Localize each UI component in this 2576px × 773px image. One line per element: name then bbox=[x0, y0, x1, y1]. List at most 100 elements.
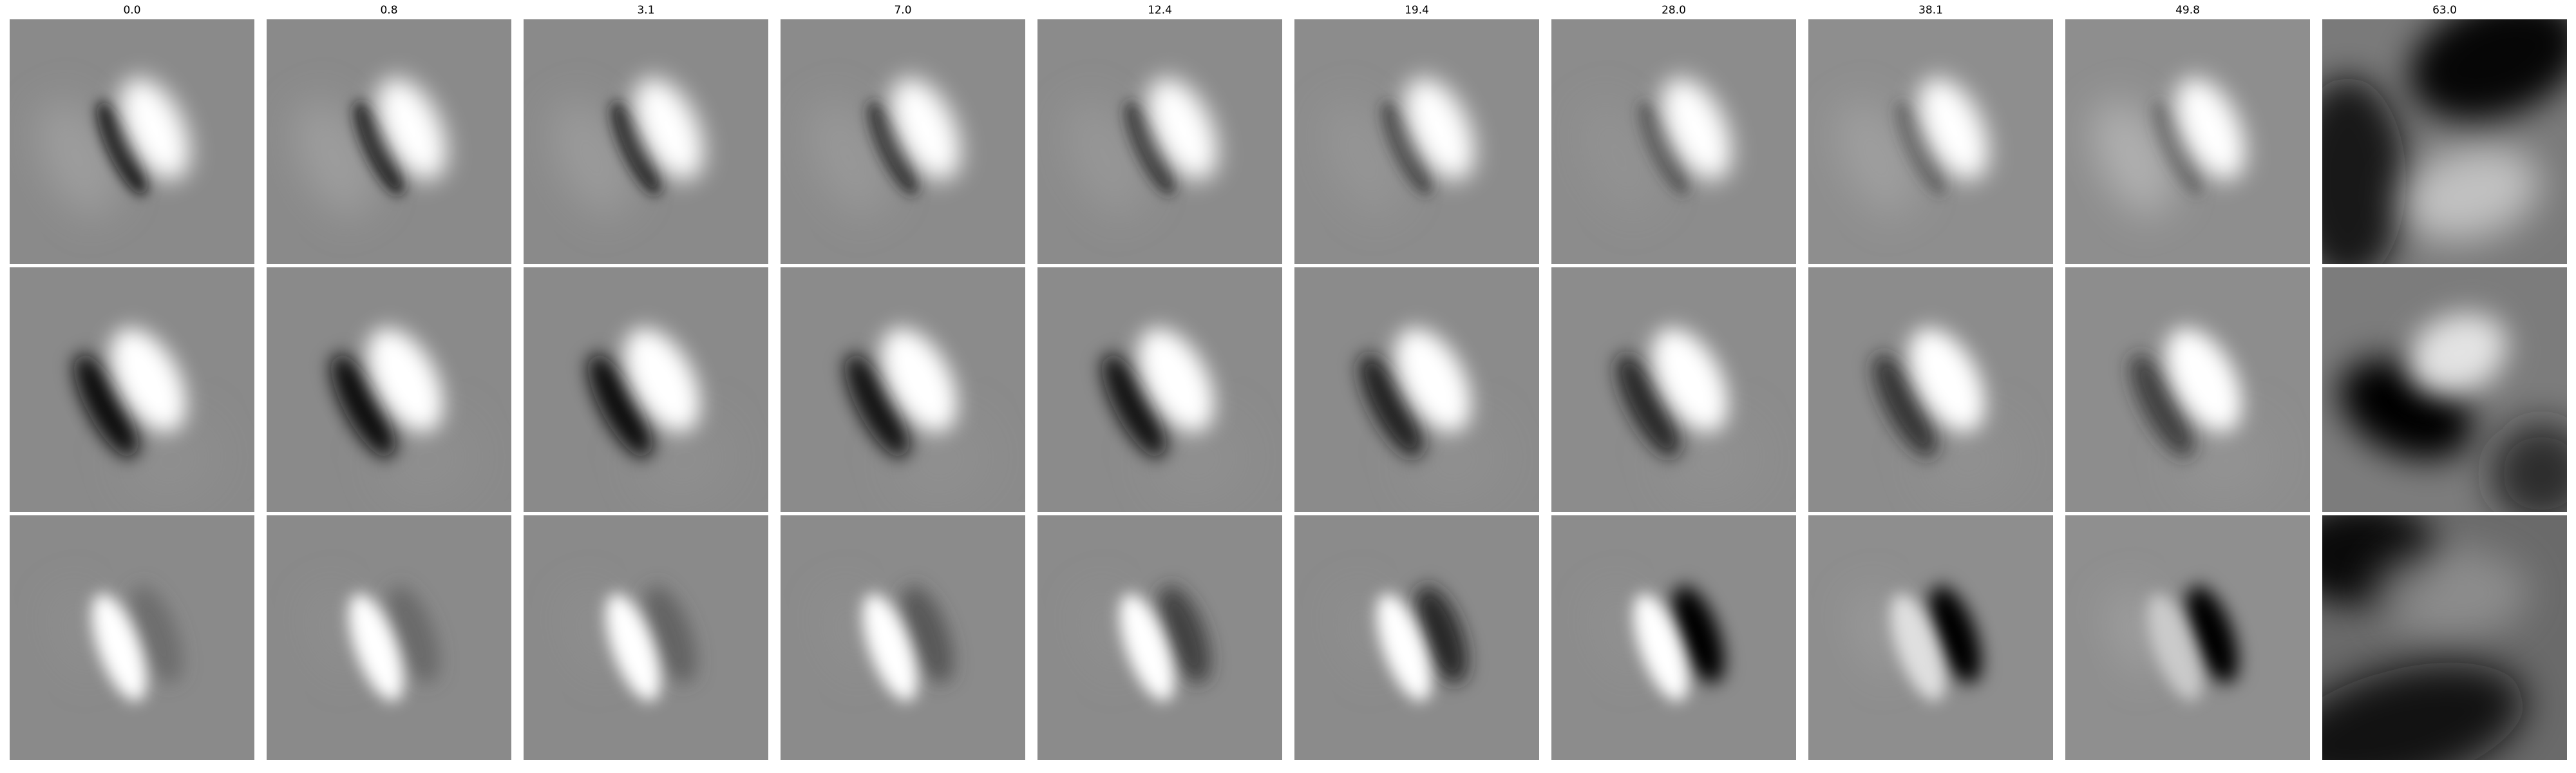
dark-blob bbox=[2374, 548, 2528, 638]
bright-blob bbox=[2322, 662, 2525, 760]
filter-panel-r2-c8 bbox=[1808, 267, 2053, 512]
bright-blob bbox=[1908, 328, 1985, 432]
filter-panel-r3-c9 bbox=[2065, 515, 2310, 760]
dark-blob bbox=[1929, 586, 1982, 683]
dark-blob bbox=[1616, 354, 1680, 458]
filter-image bbox=[524, 267, 768, 512]
bright-blob bbox=[1404, 77, 1475, 180]
bright-blob bbox=[890, 77, 961, 180]
filter-image bbox=[1037, 267, 1282, 512]
dark-blob bbox=[1102, 354, 1166, 458]
filter-panel-r2-c9 bbox=[2065, 267, 2310, 512]
filter-panel-r1-c4 bbox=[781, 19, 1025, 264]
dark-blob bbox=[1415, 586, 1468, 683]
filter-panel-r1-c7 bbox=[1551, 19, 1796, 264]
halo-blob bbox=[2094, 100, 2172, 215]
filter-image bbox=[524, 19, 768, 264]
filter-panel-r1-c1 bbox=[10, 19, 254, 264]
filter-panel-r3-c2 bbox=[267, 515, 511, 760]
filter-image bbox=[524, 515, 768, 760]
filter-panel-r3-c4 bbox=[781, 515, 1025, 760]
filter-image bbox=[1808, 267, 2053, 512]
halo-blob bbox=[2322, 77, 2406, 264]
filter-panel-r2-c5 bbox=[1037, 267, 1282, 512]
bright-blob bbox=[1918, 77, 1989, 180]
column-label: 19.4 bbox=[1405, 4, 1429, 17]
dark-blob bbox=[1158, 586, 1211, 683]
filter-panel-r1-c3 bbox=[524, 19, 768, 264]
filter-panel-r3-c6 bbox=[1294, 515, 1539, 760]
bright-blob bbox=[1661, 77, 1732, 180]
bright-blob bbox=[376, 77, 447, 180]
bright-blob bbox=[1137, 328, 1215, 432]
filter-image bbox=[1294, 515, 1539, 760]
filter-panel-r1-c8 bbox=[1808, 19, 2053, 264]
filter-image bbox=[2322, 267, 2567, 512]
bright-blob bbox=[348, 593, 404, 701]
dark-blob bbox=[867, 100, 919, 196]
halo-blob bbox=[295, 100, 374, 215]
filter-image bbox=[267, 19, 511, 264]
bright-blob bbox=[2409, 19, 2567, 121]
column-label: 38.1 bbox=[1918, 4, 1943, 17]
filter-panel-r2-c7 bbox=[1551, 267, 1796, 512]
bright-blob bbox=[2408, 312, 2507, 396]
filter-image bbox=[1037, 19, 1282, 264]
filter-image bbox=[267, 267, 511, 512]
column-label: 3.1 bbox=[637, 4, 655, 17]
bright-blob bbox=[91, 593, 147, 701]
dark-blob bbox=[901, 586, 954, 683]
halo-blob bbox=[127, 426, 214, 495]
dark-blob bbox=[1672, 586, 1725, 683]
dark-blob bbox=[644, 586, 697, 683]
column-label: 12.4 bbox=[1148, 4, 1172, 17]
filter-panel-r1-c10 bbox=[2322, 19, 2567, 264]
filter-image bbox=[781, 515, 1025, 760]
bright-blob bbox=[605, 593, 661, 701]
filter-panel-r2-c2 bbox=[267, 267, 511, 512]
bright-blob bbox=[1633, 593, 1689, 701]
bright-blob bbox=[1147, 77, 1218, 180]
filter-image bbox=[1808, 19, 2053, 264]
halo-blob bbox=[552, 100, 630, 215]
halo-blob bbox=[1323, 100, 1401, 215]
dark-blob bbox=[387, 586, 440, 683]
filter-image bbox=[781, 19, 1025, 264]
dark-blob bbox=[1359, 354, 1423, 458]
filter-panel-r2-c1 bbox=[10, 267, 254, 512]
halo-blob bbox=[1837, 100, 1915, 215]
filter-panel-r1-c9 bbox=[2065, 19, 2310, 264]
filter-panel-r3-c1 bbox=[10, 515, 254, 760]
filter-panel-r2-c6 bbox=[1294, 267, 1539, 512]
filter-image bbox=[2065, 19, 2310, 264]
column-label: 0.8 bbox=[380, 4, 398, 17]
filter-image bbox=[1037, 515, 1282, 760]
column-label: 63.0 bbox=[2432, 4, 2457, 17]
bright-blob bbox=[623, 328, 701, 432]
filter-image bbox=[1551, 19, 1796, 264]
bright-blob bbox=[1376, 593, 1432, 701]
bright-blob bbox=[119, 77, 190, 180]
dark-blob bbox=[354, 100, 405, 196]
dark-blob bbox=[845, 354, 909, 458]
bright-blob bbox=[862, 593, 918, 701]
bright-blob bbox=[2165, 328, 2242, 432]
filter-panel-r1-c6 bbox=[1294, 19, 1539, 264]
halo-blob bbox=[1412, 426, 1499, 495]
filter-image bbox=[1294, 19, 1539, 264]
column-label: 7.0 bbox=[894, 4, 912, 17]
filter-image bbox=[2322, 19, 2567, 264]
dark-blob bbox=[1638, 100, 1690, 196]
halo-blob bbox=[1580, 100, 1658, 215]
filter-image bbox=[1808, 515, 2053, 760]
dark-blob bbox=[97, 100, 148, 196]
dark-blob bbox=[2186, 586, 2239, 683]
dark-blob bbox=[130, 586, 183, 683]
dark-blob bbox=[588, 354, 652, 458]
halo-blob bbox=[1669, 426, 1756, 495]
halo-blob bbox=[384, 426, 471, 495]
column-label: 0.0 bbox=[123, 4, 141, 17]
filter-image bbox=[10, 19, 254, 264]
filter-image bbox=[1551, 267, 1796, 512]
